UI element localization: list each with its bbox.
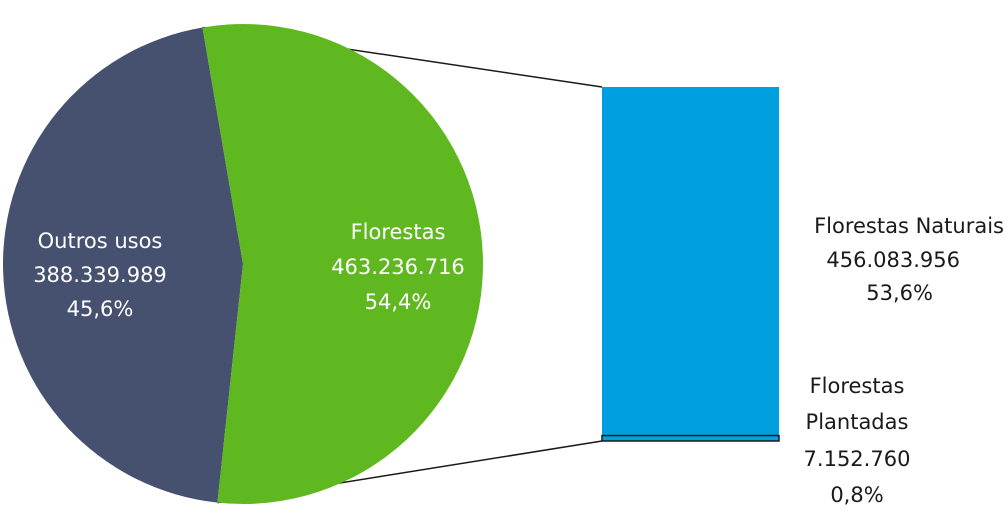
bar-percent-florestas-plantadas: 0,8% bbox=[830, 483, 883, 507]
bar-segment-florestas-naturais bbox=[602, 87, 779, 436]
bar-label-florestas-plantadas-line2: Plantadas bbox=[806, 410, 909, 434]
bar-percent-florestas-naturais: 53,6% bbox=[866, 281, 933, 305]
slice-value-florestas: 463.236.716 bbox=[331, 255, 465, 279]
bar-label-florestas-plantadas-line1: Florestas bbox=[810, 374, 905, 398]
bar-segment-florestas-plantadas bbox=[601, 434, 780, 442]
bar-label-florestas-naturais: Florestas Naturais bbox=[814, 214, 1004, 238]
pie bbox=[2, 24, 483, 505]
slice-percent-outros-usos: 45,6% bbox=[67, 297, 134, 321]
bar-value-florestas-plantadas: 7.152.760 bbox=[804, 447, 911, 471]
slice-value-outros-usos: 388.339.989 bbox=[33, 263, 167, 287]
pie-slice-florestas bbox=[202, 24, 483, 505]
stacked-bar bbox=[601, 87, 780, 442]
pie-slice-outros-usos bbox=[2, 27, 244, 503]
bar-value-florestas-naturais: 456.083.956 bbox=[826, 248, 960, 272]
slice-label-outros-usos: Outros usos bbox=[38, 229, 163, 253]
slice-percent-florestas: 54,4% bbox=[365, 290, 432, 314]
slice-label-florestas: Florestas bbox=[351, 220, 446, 244]
